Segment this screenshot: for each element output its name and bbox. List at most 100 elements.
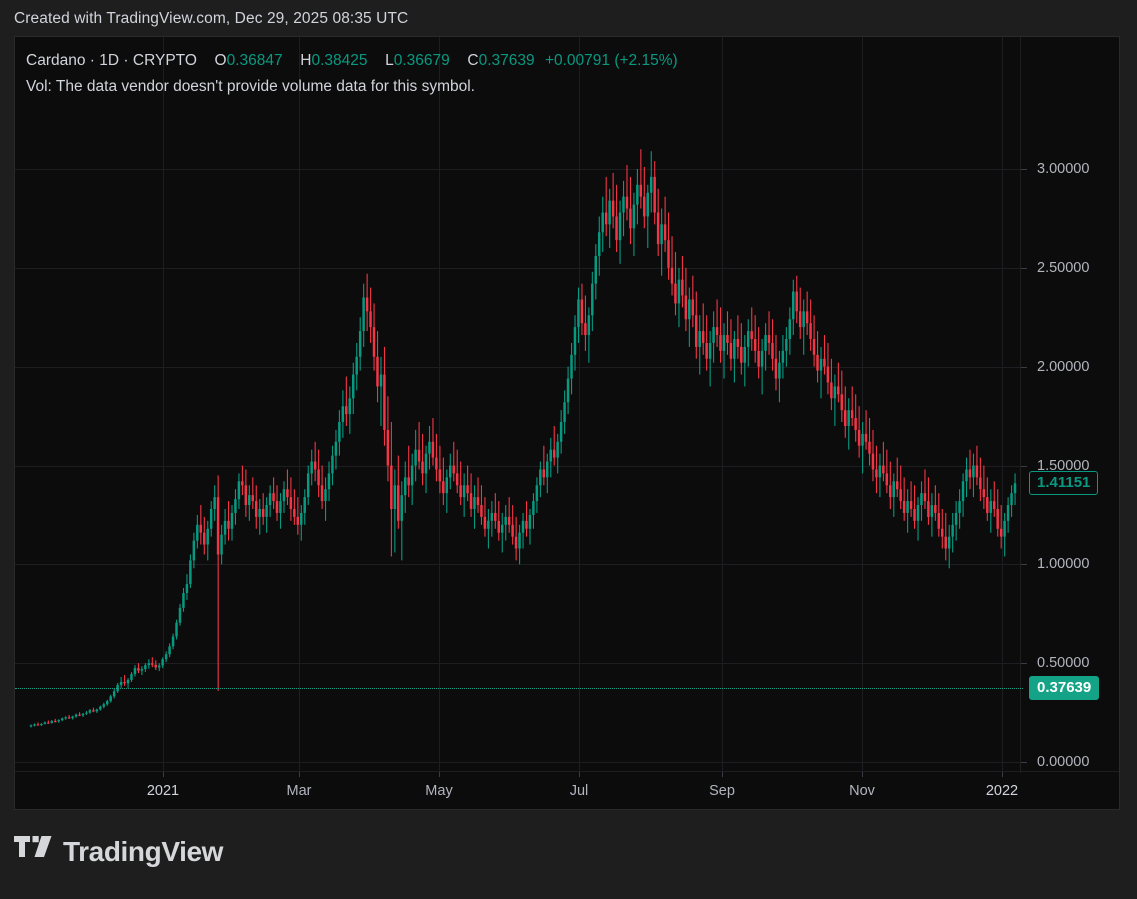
candle-body bbox=[857, 429, 861, 446]
tradingview-wordmark: TradingView bbox=[63, 835, 224, 867]
candle-body bbox=[823, 358, 826, 367]
candle-wick bbox=[851, 386, 853, 426]
candle-body bbox=[400, 495, 403, 521]
candle-body bbox=[895, 481, 899, 490]
candle-body bbox=[490, 512, 494, 521]
candle-body bbox=[532, 501, 535, 515]
price-axis[interactable]: 3.00000 2.50000 2.00000 1.50000 1.00000 0.500… bbox=[1020, 37, 1119, 773]
candle-body bbox=[643, 196, 646, 217]
candle-body bbox=[428, 441, 431, 454]
candle-body bbox=[992, 501, 996, 509]
candle-wick bbox=[394, 469, 396, 553]
candle-body bbox=[189, 560, 192, 585]
time-tick-label: Mar bbox=[286, 783, 312, 799]
time-tick-mark bbox=[163, 772, 164, 777]
plot-area[interactable] bbox=[15, 37, 1023, 773]
candle-body bbox=[50, 720, 54, 723]
candle-body bbox=[656, 212, 660, 245]
candle-body bbox=[223, 520, 227, 535]
candle-body bbox=[171, 636, 175, 647]
candle-body bbox=[999, 528, 1003, 537]
candle-body bbox=[771, 342, 774, 359]
gridline-vertical bbox=[299, 37, 300, 773]
candle-body bbox=[358, 331, 362, 357]
candle-wick bbox=[314, 441, 316, 482]
candle-body bbox=[906, 501, 909, 513]
candle-body bbox=[43, 722, 47, 724]
time-tick-mark bbox=[579, 772, 580, 777]
candle-body bbox=[494, 512, 497, 521]
candle-body bbox=[473, 497, 476, 509]
candle-body bbox=[847, 410, 850, 426]
candle-wick bbox=[418, 422, 420, 470]
candle-body bbox=[476, 497, 480, 506]
candle-body bbox=[511, 524, 514, 537]
candle-wick bbox=[453, 441, 455, 482]
candle-body bbox=[102, 704, 105, 707]
candle-body bbox=[109, 696, 112, 702]
candle-body bbox=[670, 267, 674, 284]
candle-body bbox=[819, 358, 823, 371]
price-tick-mark bbox=[1021, 169, 1027, 170]
candle-body bbox=[889, 485, 892, 498]
candle-body bbox=[78, 714, 81, 716]
candle-body bbox=[632, 204, 636, 229]
candle-body bbox=[1003, 520, 1006, 537]
gridline-vertical bbox=[439, 37, 440, 773]
chart-panel[interactable]: Cardano · 1D · CRYPTO O0.36847 H0.38425 … bbox=[14, 36, 1120, 810]
candle-body bbox=[36, 724, 40, 726]
candle-wick bbox=[834, 374, 836, 426]
candle-wick bbox=[709, 331, 711, 387]
candle-body bbox=[743, 346, 746, 363]
candle-body bbox=[663, 224, 667, 241]
candle-body bbox=[421, 461, 424, 474]
price-tick-mark bbox=[1021, 564, 1027, 566]
candle-body bbox=[899, 489, 902, 502]
candle-body bbox=[289, 497, 293, 509]
candle-body bbox=[587, 315, 591, 336]
time-tick-label: 2021 bbox=[146, 783, 180, 799]
candle-body bbox=[442, 481, 445, 494]
candle-body bbox=[972, 465, 975, 478]
candle-wick bbox=[983, 465, 985, 509]
price-tick-label: 2.50000 bbox=[1037, 259, 1090, 276]
gridline-horizontal bbox=[15, 465, 1023, 467]
candle-body bbox=[105, 701, 109, 705]
candle-body bbox=[528, 514, 532, 529]
candle-body bbox=[206, 528, 209, 545]
candle-body bbox=[296, 516, 300, 525]
candle-body bbox=[594, 255, 597, 284]
candle-body bbox=[286, 489, 289, 498]
candle-body bbox=[383, 374, 386, 430]
time-axis[interactable]: 2021 Mar May Jul Sep Nov 2022 bbox=[15, 771, 1119, 809]
gridline-horizontal bbox=[15, 169, 1023, 170]
candle-body bbox=[397, 485, 400, 521]
candle-body bbox=[927, 501, 930, 517]
price-tick-label: 0.50000 bbox=[1037, 655, 1090, 672]
candle-body bbox=[227, 520, 230, 529]
candle-body bbox=[310, 461, 313, 474]
candle-wick bbox=[993, 481, 995, 517]
candle-wick bbox=[716, 299, 718, 347]
candle-body bbox=[348, 398, 351, 415]
gridline-horizontal bbox=[15, 762, 1023, 763]
candle-body bbox=[618, 212, 622, 241]
candle-wick bbox=[525, 501, 528, 537]
created-with-caption: Created with TradingView.com, Dec 29, 20… bbox=[14, 10, 409, 27]
candle-body bbox=[753, 338, 757, 351]
candle-body bbox=[733, 338, 736, 359]
candle-body bbox=[778, 362, 781, 379]
candle-body bbox=[556, 441, 559, 458]
candle-wick bbox=[217, 475, 219, 691]
candle-body bbox=[646, 192, 649, 217]
candle-wick bbox=[934, 485, 936, 521]
price-tick-label: 1.50000 bbox=[1037, 457, 1090, 474]
candle-body bbox=[33, 724, 36, 726]
candle-body bbox=[185, 584, 189, 593]
candle-body bbox=[455, 473, 459, 486]
candle-body bbox=[913, 508, 916, 521]
candle-body bbox=[698, 331, 701, 347]
candle-body bbox=[345, 406, 348, 415]
candle-body bbox=[480, 505, 483, 517]
